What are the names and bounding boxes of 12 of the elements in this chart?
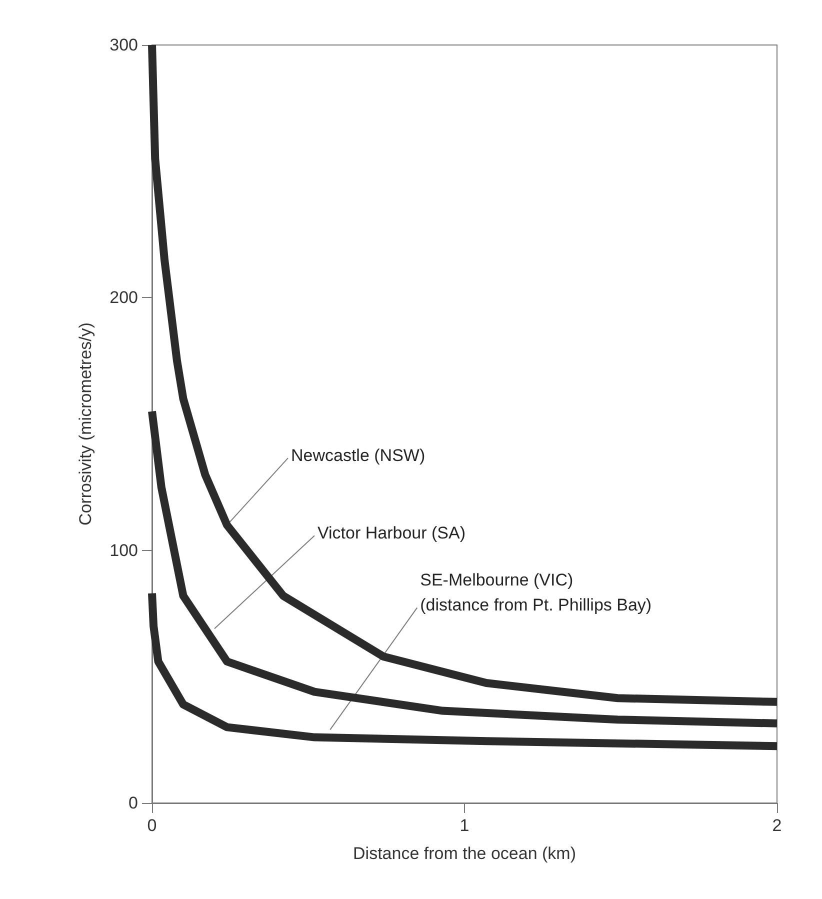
y-tick-label: 200 bbox=[110, 288, 138, 308]
y-tick-label: 100 bbox=[110, 540, 138, 560]
x-tick-label: 0 bbox=[147, 816, 157, 835]
annotation: Newcastle (NSW) bbox=[291, 446, 426, 466]
y-axis-title: Corrosivity (micrometres/y) bbox=[76, 322, 95, 526]
x-tick-label: 2 bbox=[772, 816, 782, 835]
x-tick-label: 1 bbox=[460, 816, 470, 835]
y-tick-label: 300 bbox=[110, 36, 138, 54]
x-axis-title: Distance from the ocean (km) bbox=[353, 844, 576, 863]
annotation: SE-Melbourne (VIC) (distance from Pt. Phillips Bay) bbox=[420, 570, 652, 615]
annotation: Victor Harbour (SA) bbox=[318, 524, 466, 543]
y-tick-label: 0 bbox=[128, 794, 138, 812]
